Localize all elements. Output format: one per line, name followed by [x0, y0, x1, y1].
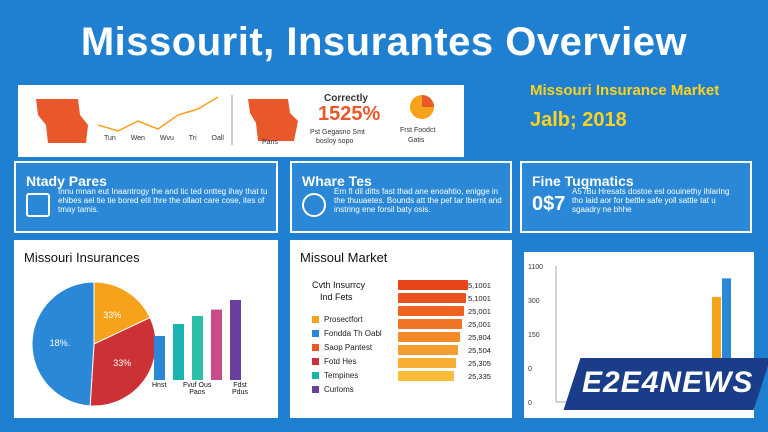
bar [722, 278, 731, 402]
legend-label: Saop Pantest [324, 343, 373, 352]
y-tick-label: 1100 [528, 264, 543, 271]
stack-bar [398, 332, 460, 342]
bar-label: Fdst Pdus [232, 382, 248, 396]
bar [211, 309, 222, 380]
bar [712, 296, 721, 402]
info-box: Fine Tugmatics 0$7 A5 /Bu Hresats dostoe… [520, 161, 752, 233]
legend-title: Cvth Insurrcy [312, 280, 366, 290]
stack-value-label: 25,001 [468, 307, 491, 316]
pie-slice-label: 33% [113, 358, 131, 368]
pie-chart: 33% 33% 18%. [31, 281, 157, 407]
pie-caption: Gatis [408, 137, 425, 144]
market-header-title: Missouri Insurance Market [530, 82, 720, 99]
site-logo: E2E4NEWS [582, 366, 754, 399]
info-box-title: Fine Tugmatics [532, 173, 634, 189]
y-tick-label: 150 [528, 332, 540, 339]
top-line-labels: Tun Wen Wvu Tri Oall [104, 135, 224, 142]
info-box: Whare Tes Ern fl dil ditts fast thad ane… [290, 161, 512, 233]
top-line-label: Tun [104, 135, 116, 142]
bar [154, 336, 165, 380]
stat-desc: bosloy sopo [316, 138, 354, 145]
stack-value-label: 5,1001 [468, 294, 491, 303]
y-tick-label: 0 [528, 366, 532, 373]
stat-caption: Correctly [324, 93, 368, 104]
legend-label: Fotd Hes [324, 357, 356, 366]
stack-bar [398, 280, 468, 290]
info-box-title: Ntady Pares [26, 173, 107, 189]
map-label: Pans [262, 139, 278, 146]
stack-value-label: 5,1001 [468, 281, 491, 290]
panel-missouri-market: Missoul Market Cvth Insurrcy Ind Fets Pr… [290, 240, 512, 418]
panel-title: Missoul Market [300, 250, 388, 265]
stack-bar [398, 293, 466, 303]
stack-bar [398, 358, 456, 368]
pie-slice [31, 281, 95, 407]
info-box: Ntady Pares Innu mnan eut Inaantrogy the… [14, 161, 278, 233]
panel2-chart: Prosectfort Fondda Th Oabl Saop Pantest Fot… [312, 280, 491, 394]
stat-desc: Pst Gegasno Smt [310, 129, 365, 136]
info-box-title: Whare Tes [302, 173, 372, 189]
pie-slice-label: 18%. [50, 338, 71, 348]
legend-title: Ind Fets [320, 292, 353, 302]
y-tick-label: 300 [528, 298, 540, 305]
stacked-bars: 5,1001 5,1001 25,001 25,001 25,804 25,504 25,3… [398, 280, 491, 381]
bar [173, 324, 184, 380]
stack-value-label: 25,804 [468, 333, 491, 342]
legend-label: Curloms [324, 385, 354, 394]
legend-swatch [312, 344, 319, 351]
globe-icon [302, 193, 326, 217]
legend-swatch [312, 316, 319, 323]
info-box-text: A5 /Bu Hresats dostoe esl oouinethy ihla… [572, 187, 730, 214]
bar-chart [154, 300, 241, 380]
y-tick-label: 0 [528, 400, 532, 407]
market-header-date: Jalb; 2018 [530, 109, 627, 131]
stack-bar [398, 371, 454, 381]
pie-slice [93, 281, 151, 345]
legend-swatch [312, 358, 319, 365]
panel-title: Missouri Insurances [24, 250, 140, 265]
top-strip-graphics [36, 95, 434, 145]
panel1-chart: 33% 33% 18%. [31, 281, 241, 407]
legend-label: Prosectfort [324, 315, 363, 324]
info-box-stat: 0$7 [532, 193, 566, 215]
legend-swatch [312, 330, 319, 337]
bar [230, 300, 241, 380]
legend-label: Tempines [324, 371, 358, 380]
top-line-label: Wvu [159, 135, 174, 142]
top-summary-strip: Tun Wen Wvu Tri Oall Pans Correctly 1525… [18, 85, 464, 157]
bar [192, 316, 203, 380]
missouri-map-icon [36, 99, 88, 143]
missouri-map-icon-2 [248, 99, 298, 141]
stack-value-label: 25,504 [468, 346, 491, 355]
info-box-text: Innu mnan eut Inaantrogy the and tic ted… [58, 187, 268, 214]
pie-slice-label: 33% [103, 310, 121, 320]
panel-missouri-insurances: Missouri Insurances 33% 33% 18%. Hnst Fvuf… [14, 240, 278, 418]
legend-swatch [312, 372, 319, 379]
legend-swatch [312, 386, 319, 393]
legend-label: Fondda Th Oabl [324, 329, 382, 338]
market-header: Missouri Insurance Market Jalb; 2018 [530, 82, 750, 132]
stack-bar [398, 345, 458, 355]
stack-value-label: 25,305 [468, 359, 491, 368]
document-icon [26, 193, 50, 217]
top-line-label: Wen [130, 135, 145, 142]
info-box-text: Ern fl dil ditts fast thad ane enoahtio,… [334, 187, 502, 214]
page-title: Missourit, Insurantes Overview [80, 20, 688, 64]
pie-caption: Frst Foodct [400, 127, 436, 134]
stat-value: 1525% [318, 103, 381, 125]
mini-pie-slice [422, 95, 434, 107]
legend: Prosectfort Fondda Th Oabl Saop Pantest Fot… [312, 315, 382, 394]
stack-bar [398, 306, 464, 316]
stack-value-label: 25,001 [468, 320, 491, 329]
stack-value-label: 25,335 [468, 372, 491, 381]
top-line-label: Oall [211, 135, 224, 142]
pie-slice [89, 316, 157, 407]
bar-label: Fvuf Ous Paos [183, 382, 212, 396]
bar-label: Hnst [152, 382, 167, 389]
bar-labels: Hnst Fvuf Ous Paos Fdst Pdus [152, 382, 252, 396]
top-line-label: Tri [188, 135, 197, 142]
top-line-series [97, 96, 219, 132]
stack-bar [398, 319, 462, 329]
